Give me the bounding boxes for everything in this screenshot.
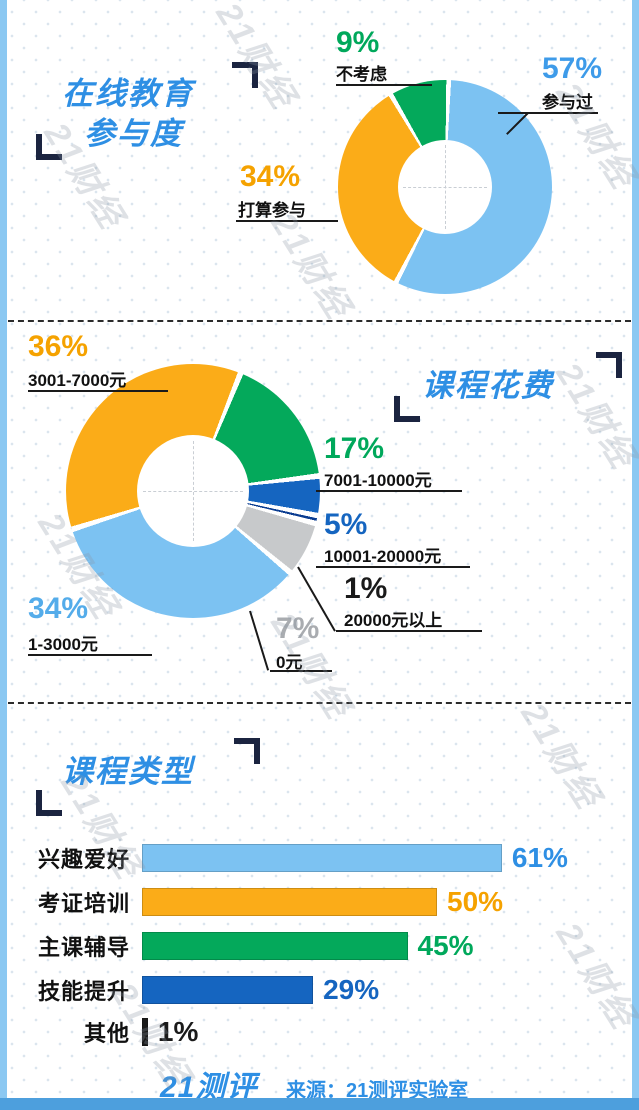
chart1-bracket-top-right-icon bbox=[232, 62, 258, 88]
callout-value-participated: 57% bbox=[542, 52, 603, 85]
leader-line bbox=[28, 654, 152, 656]
bar-certification bbox=[142, 888, 437, 916]
chart2-bracket-top-right-icon bbox=[596, 352, 622, 378]
bar-value-label: 61% bbox=[511, 842, 568, 873]
callout-label-nochance: 不考虑 bbox=[336, 65, 387, 84]
bar-row-interest: 兴趣爱好 61% bbox=[34, 842, 568, 874]
leader-line bbox=[336, 630, 482, 632]
watermark-21caijing: 21财经 bbox=[208, 0, 304, 117]
callout-label-3001-7000: 3001-7000元 bbox=[28, 371, 127, 390]
callout-value-10001-20000: 5% bbox=[324, 508, 368, 541]
watermark-21caijing: 21财经 bbox=[513, 696, 609, 817]
chart3-bracket-bottom-left-icon bbox=[36, 790, 62, 816]
watermark-21caijing: 21财经 bbox=[548, 356, 639, 477]
right-border-bar bbox=[632, 0, 639, 1110]
callout-label-10001-20000: 10001-20000元 bbox=[324, 547, 442, 566]
bottom-border-bar bbox=[0, 1098, 639, 1110]
callout-value-1-3000: 34% bbox=[28, 592, 89, 625]
bar-value-label: 29% bbox=[323, 974, 380, 1005]
bar-value-label: 1% bbox=[157, 1016, 199, 1047]
bar-row-skills: 技能提升 29% bbox=[34, 974, 379, 1006]
left-border-bar bbox=[0, 0, 7, 1110]
chart1-title-line1: 在线教育 bbox=[62, 76, 194, 111]
bar-category-label: 其他 bbox=[83, 1021, 130, 1046]
callout-label-0yuan: 0元 bbox=[276, 653, 303, 672]
source-text: 来源：21测评实验室 bbox=[286, 1080, 469, 1102]
callout-value-nochance: 9% bbox=[336, 26, 380, 59]
callout-label-7001-10000: 7001-10000元 bbox=[324, 471, 432, 490]
leader-line bbox=[249, 610, 270, 671]
leader-line bbox=[270, 670, 332, 672]
participation-donut-chart bbox=[338, 80, 552, 294]
watermark-21caijing: 21财经 bbox=[548, 916, 639, 1037]
leader-line bbox=[336, 84, 432, 86]
section-divider bbox=[8, 702, 631, 704]
bar-category-label: 考证培训 bbox=[37, 891, 130, 916]
bar-tutoring bbox=[142, 932, 408, 960]
chart3-title: 课程类型 bbox=[62, 754, 194, 789]
callout-value-over-20000: 1% bbox=[344, 572, 388, 605]
bar-other bbox=[142, 1018, 148, 1046]
callout-value-3001-7000: 36% bbox=[28, 330, 89, 363]
bar-row-tutoring: 主课辅导 45% bbox=[34, 930, 474, 962]
bar-value-label: 45% bbox=[417, 930, 474, 961]
bar-value-label: 50% bbox=[447, 886, 504, 917]
chart3-bracket-top-right-icon bbox=[234, 738, 260, 764]
leader-line bbox=[316, 490, 462, 492]
donut-hole bbox=[398, 140, 492, 234]
bar-row-other: 其他 1% bbox=[34, 1016, 198, 1048]
callout-value-planning: 34% bbox=[240, 160, 301, 193]
chart1-title-line2: 参与度 bbox=[84, 116, 183, 151]
chart2-bracket-bottom-left-icon bbox=[394, 396, 420, 422]
callout-value-0yuan: 7% bbox=[276, 612, 320, 645]
callout-value-7001-10000: 17% bbox=[324, 432, 385, 465]
bar-skills bbox=[142, 976, 314, 1004]
bar-interest bbox=[142, 844, 502, 872]
callout-label-over-20000: 20000元以上 bbox=[344, 611, 443, 630]
bar-row-certification: 考证培训 50% bbox=[34, 886, 503, 918]
callout-label-planning: 打算参与 bbox=[238, 201, 306, 220]
callout-label-1-3000: 1-3000元 bbox=[28, 635, 98, 654]
bar-category-label: 技能提升 bbox=[37, 979, 130, 1004]
chart2-title: 课程花费 bbox=[422, 368, 554, 403]
bar-category-label: 主课辅导 bbox=[37, 935, 130, 960]
leader-line bbox=[28, 390, 168, 392]
leader-line bbox=[498, 112, 598, 114]
leader-line bbox=[236, 220, 338, 222]
spending-donut-chart bbox=[66, 364, 320, 618]
leader-line bbox=[316, 566, 470, 568]
chart1-bracket-bottom-left-icon bbox=[36, 134, 62, 160]
section-divider bbox=[8, 320, 631, 322]
bar-category-label: 兴趣爱好 bbox=[37, 847, 130, 872]
donut-hole bbox=[137, 435, 249, 547]
callout-label-participated: 参与过 bbox=[542, 93, 593, 112]
